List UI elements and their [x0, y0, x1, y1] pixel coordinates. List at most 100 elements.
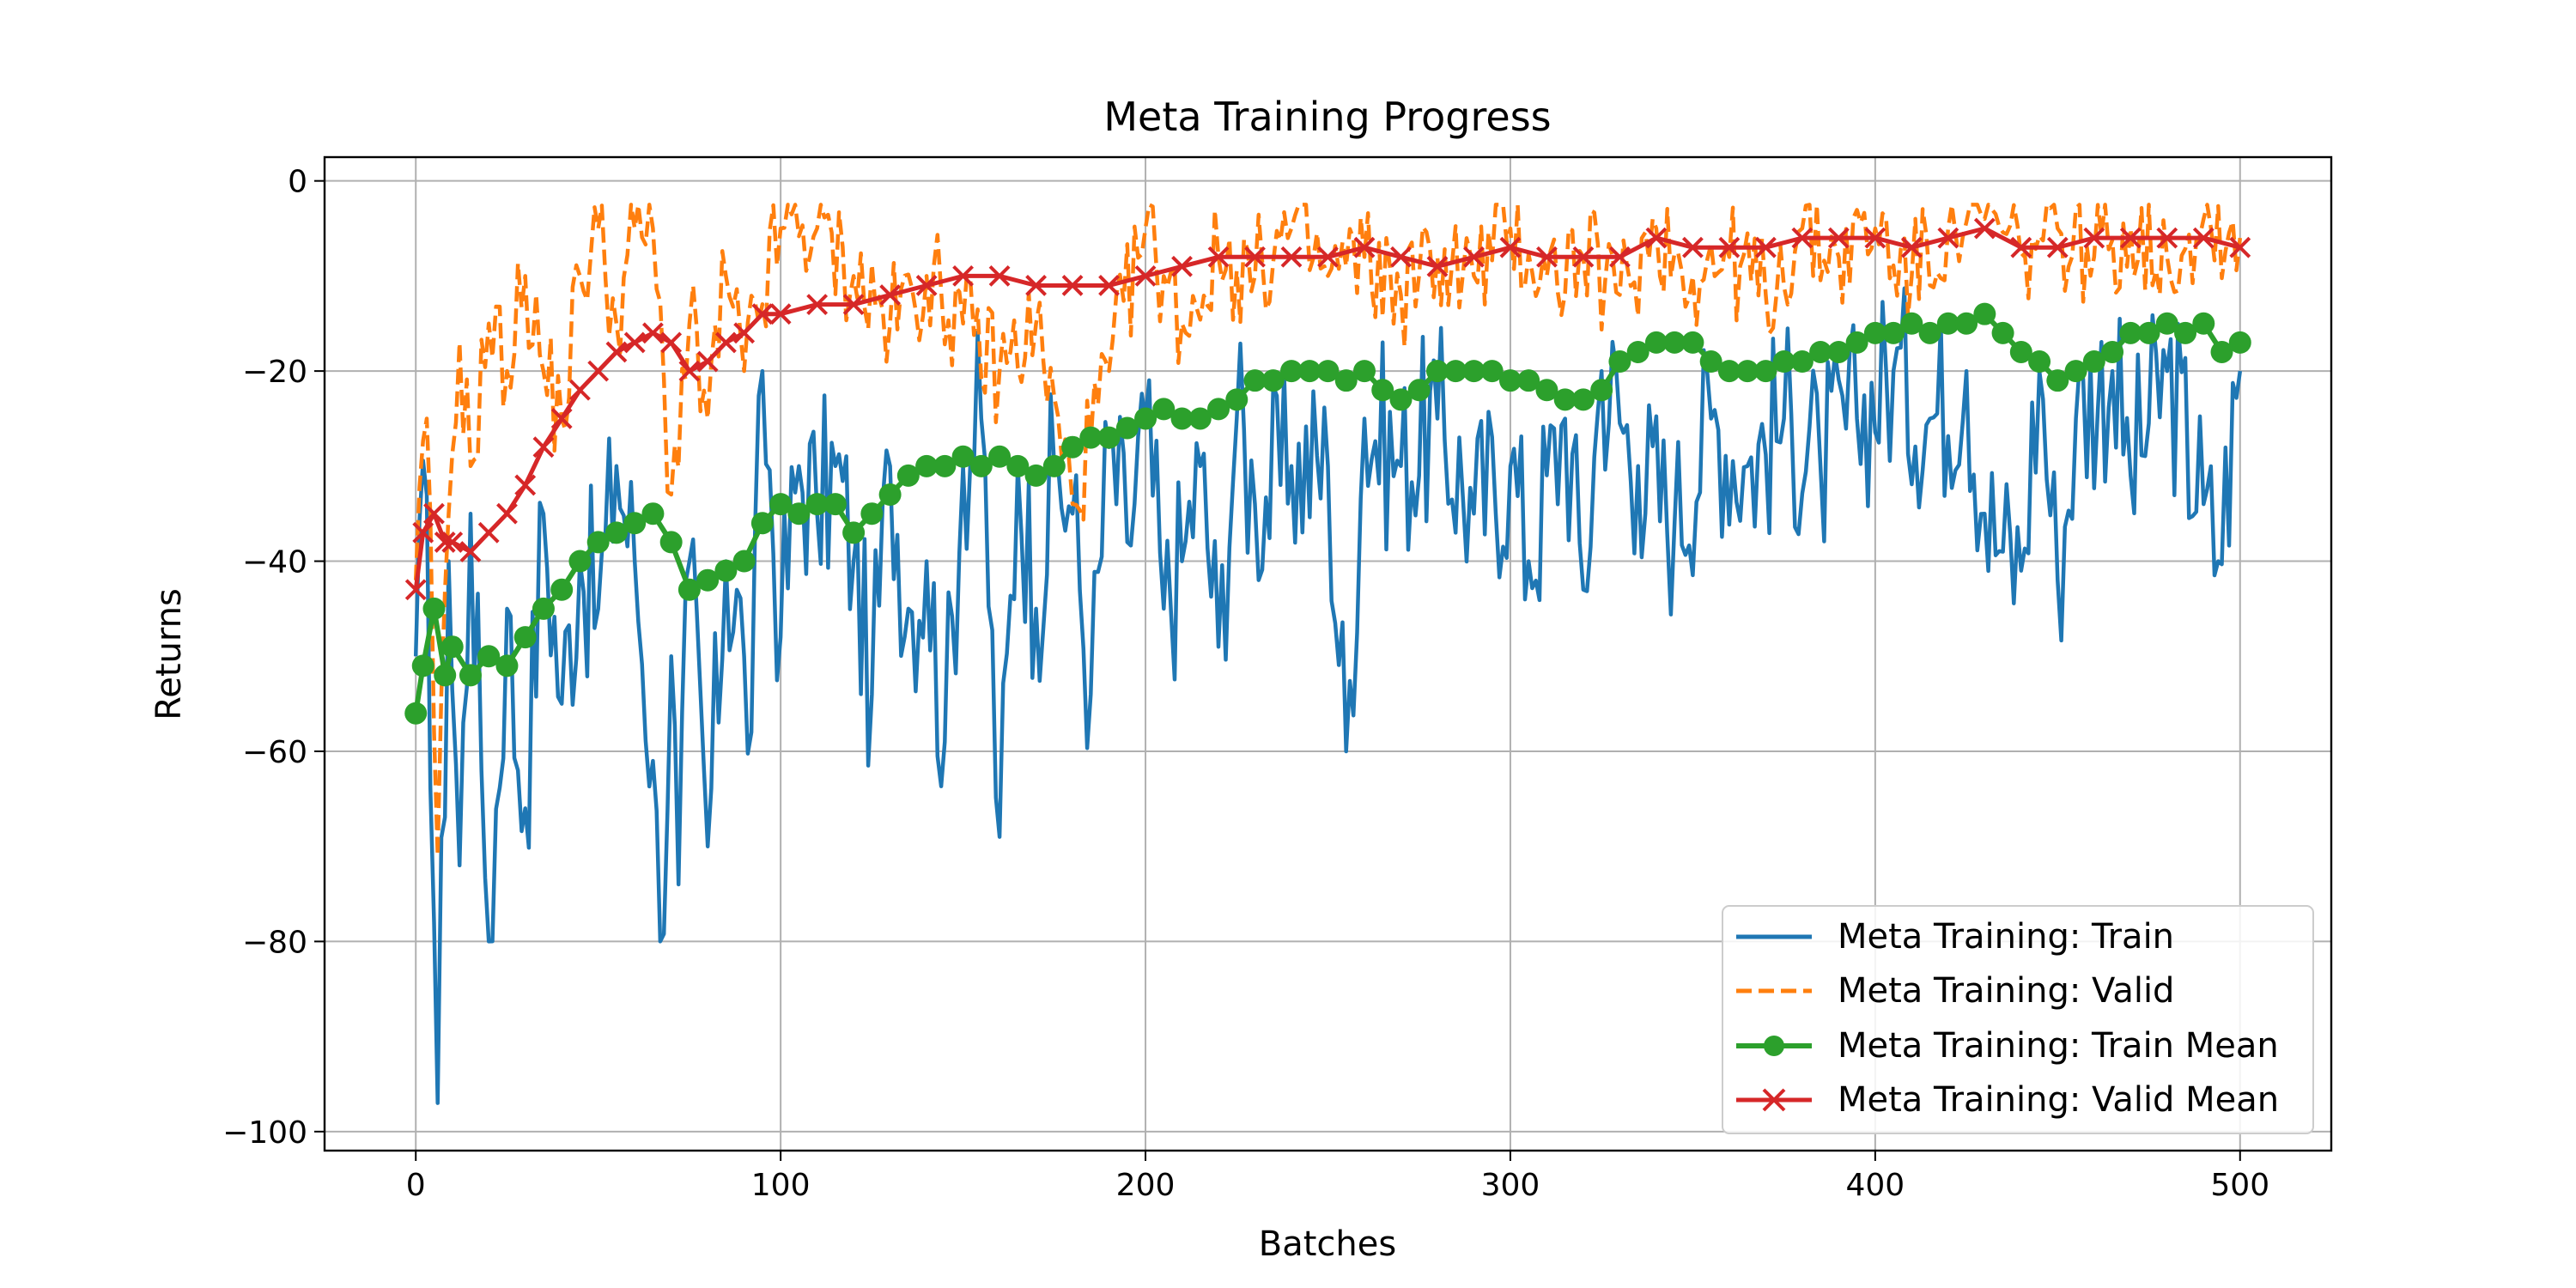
series-layer: [404, 203, 2251, 1105]
train-mean-point: [1845, 331, 1868, 354]
valid-mean-point: [733, 322, 756, 344]
legend-label-valid: Meta Training: Valid: [1838, 971, 2174, 1011]
train-mean-point: [550, 578, 574, 601]
valid-mean-point: [642, 322, 664, 344]
train-mean-point: [2174, 321, 2197, 344]
y-tick-label: −100: [222, 1115, 307, 1151]
legend-entry-train: Meta Training: Train: [1736, 917, 2174, 957]
train-mean-point: [586, 531, 610, 554]
train-mean-point: [1407, 379, 1431, 402]
train-mean-point: [896, 464, 920, 487]
train-mean-point: [732, 550, 756, 573]
valid-mean-point: [623, 331, 646, 354]
train-mean-point: [787, 502, 811, 526]
train-mean-point: [1936, 312, 1959, 335]
train-mean-point: [933, 454, 957, 477]
train-mean-point: [1517, 369, 1540, 392]
train-mean-point: [2210, 340, 2233, 363]
train-mean-point: [696, 568, 720, 592]
train-mean-point: [2082, 350, 2105, 374]
train-mean-point: [422, 597, 446, 620]
valid-mean-point: [769, 303, 792, 325]
train-mean-point: [440, 635, 464, 659]
train-mean-point: [2119, 321, 2142, 344]
valid-mean-point: [1645, 227, 1668, 249]
valid-mean-point: [1207, 246, 1230, 268]
x-tick-label: 500: [2210, 1168, 2269, 1203]
y-tick-label: −60: [242, 735, 307, 770]
train-mean-point: [568, 550, 592, 573]
train-mean-point: [1188, 407, 1212, 430]
train-mean-point: [404, 702, 428, 725]
train-mean-point: [1298, 360, 1321, 383]
train-mean-point: [1754, 360, 1777, 383]
train-mean-point: [769, 493, 793, 516]
train-mean-point: [1334, 369, 1358, 392]
y-axis-label: Returns: [149, 588, 189, 720]
train-mean-point: [2028, 350, 2051, 374]
train-mean-point: [1900, 312, 1923, 335]
series-train: [413, 286, 2243, 1105]
train-mean-point: [1480, 360, 1504, 383]
valid-mean-point: [2229, 236, 2251, 258]
train-mean-point: [1225, 388, 1249, 411]
train-mean-point: [1352, 360, 1376, 383]
x-tick-label: 300: [1481, 1168, 1540, 1203]
train-mean-point: [677, 578, 701, 601]
train-mean-point: [1462, 360, 1485, 383]
train-mean-point: [2046, 369, 2069, 392]
valid-mean-point: [532, 436, 555, 459]
valid-mean-point: [1171, 255, 1193, 277]
train-mean-point: [805, 493, 829, 516]
valid-mean-point: [678, 360, 701, 382]
valid-mean-point: [441, 531, 464, 553]
train-mean-point: [495, 654, 519, 677]
valid-mean-point: [412, 521, 434, 544]
train-mean-point: [1882, 321, 1905, 344]
train-mean-point: [750, 512, 774, 535]
valid-mean-point: [1025, 275, 1047, 296]
valid-mean-point: [2046, 236, 2069, 258]
train-mean-point: [1006, 454, 1030, 477]
valid-mean-point: [1937, 227, 1959, 249]
train-mean-point: [1955, 312, 1978, 335]
train-mean-point: [459, 664, 482, 687]
y-tick-label: −20: [242, 355, 307, 390]
valid-mean-point: [587, 360, 610, 382]
valid-mean-point: [459, 541, 482, 562]
valid-mean-point: [879, 284, 902, 306]
train-mean-point: [842, 521, 866, 544]
train-mean-point: [1389, 388, 1413, 411]
valid-mean-point: [915, 275, 938, 296]
valid-mean-point: [988, 264, 1011, 287]
train-mean-point: [1115, 416, 1139, 440]
valid-mean-point: [1572, 246, 1595, 268]
train-mean-point: [1772, 350, 1795, 374]
train-mean-point: [1444, 360, 1467, 383]
valid-mean-point: [1754, 236, 1777, 258]
valid-mean-point: [1499, 236, 1522, 258]
train-mean-point: [623, 512, 647, 535]
train-mean-point: [1827, 340, 1850, 363]
legend-marker-valid-mean: [1762, 1088, 1786, 1112]
train-mean-point: [1809, 340, 1832, 363]
valid-mean-point: [1681, 236, 1704, 258]
valid-mean-point: [1827, 227, 1850, 249]
valid-mean-point: [423, 502, 445, 525]
valid-mean-point: [550, 408, 573, 429]
valid-mean-point: [1317, 246, 1339, 268]
train-mean-point: [1553, 388, 1577, 411]
valid-mean-point: [1353, 236, 1376, 258]
train-mean-point: [1243, 369, 1267, 392]
train-mean-point: [1571, 388, 1595, 411]
valid-mean-point: [751, 303, 774, 325]
train-mean-point: [1371, 379, 1394, 402]
valid-mean-point: [2156, 227, 2178, 249]
train-mean-point: [1134, 407, 1157, 430]
train-mean-point: [2228, 331, 2251, 354]
train-mean-point: [1608, 350, 1631, 374]
train-mean-point: [878, 483, 902, 507]
train-mean-point: [1061, 435, 1084, 459]
train-mean-point: [2192, 312, 2215, 335]
